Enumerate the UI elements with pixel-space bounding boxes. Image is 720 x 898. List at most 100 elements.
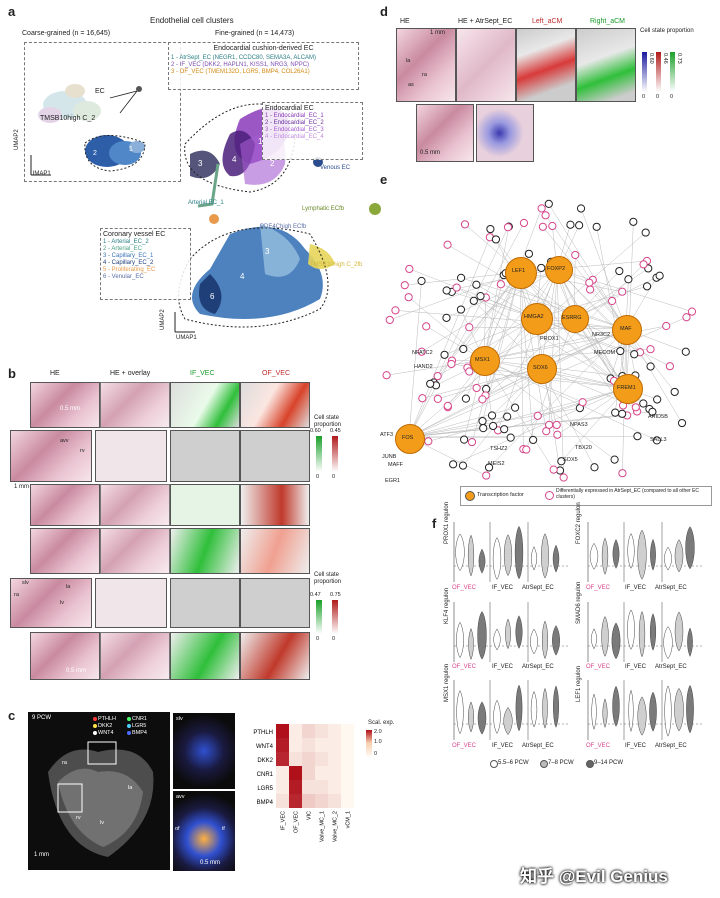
network-target-node <box>442 313 451 322</box>
e-lbl-mecom: MECOM <box>594 350 616 356</box>
network-target-node <box>426 379 435 388</box>
network-target-node <box>553 430 562 439</box>
endocardial-item-1: 1 - Endocardial_EC_1 <box>265 113 324 120</box>
network-target-node <box>519 218 529 228</box>
violin <box>514 525 524 580</box>
c-gene-cnr1: CNR1 <box>132 716 147 722</box>
network-edge <box>446 268 558 291</box>
network-edge <box>483 359 657 441</box>
network-edge <box>626 221 634 389</box>
network-target-node <box>417 347 426 356</box>
b-ofvec-zoom-d <box>240 632 310 680</box>
heatmap-cell <box>276 794 289 808</box>
network-target-node <box>629 217 638 226</box>
violin <box>602 698 608 729</box>
heatmap-cell <box>302 780 315 794</box>
network-target-node <box>571 250 580 260</box>
f-grp-as-6: AtrSept_EC <box>655 743 687 749</box>
violin <box>553 685 559 728</box>
c-anat-la: la <box>128 785 133 791</box>
c-heatmap-legend-2: 2.0 <box>374 729 382 735</box>
svg-text:1: 1 <box>129 146 133 153</box>
e-lbl-tbx20: TBX20 <box>575 445 592 451</box>
c-anat-if: if <box>222 826 225 832</box>
network-edge <box>556 268 564 478</box>
b-ofvec-overview-1 <box>240 430 310 482</box>
violin <box>515 615 523 649</box>
b-overlay-zoom-d <box>100 632 170 680</box>
network-target-node <box>537 204 546 213</box>
violin <box>455 533 465 572</box>
f-grp-if-1: IF_VEC <box>492 585 514 591</box>
coarse-umap-plot: 2 1 <box>30 84 146 176</box>
b-legend-rmax-2: 0.75 <box>330 592 341 598</box>
heatmap-cell <box>276 780 289 794</box>
b-legend-z2-1: 0 <box>332 474 336 480</box>
b-anat-rv: rv <box>80 448 85 454</box>
network-target-node <box>687 307 697 316</box>
f-grp-of-4: OF_VEC <box>586 664 611 670</box>
svg-text:6: 6 <box>210 292 215 301</box>
panel-c-label: c <box>8 708 16 723</box>
b-legend-title-1: Cell state proportion <box>314 415 342 428</box>
d-anat-ra: ra <box>422 72 427 78</box>
c-scale-1mm: 1 mm <box>34 852 49 858</box>
coronary-legend: Coronary vessel EC 1 - Arterial_EC_2 2 -… <box>100 228 191 300</box>
network-edge <box>408 436 511 438</box>
heatmap-cell <box>276 752 289 766</box>
network-target-node <box>461 394 471 403</box>
d-right-acm-image <box>576 28 636 102</box>
b-scale-05mm-a: 0.5 mm <box>60 406 81 412</box>
network-edge <box>408 237 491 438</box>
heatmap-row-label: WNT4 <box>256 744 274 750</box>
violin <box>530 628 538 655</box>
network-edge <box>408 280 422 438</box>
network-edge <box>483 359 615 460</box>
network-target-node <box>400 281 409 290</box>
f-grp-of-6: OF_VEC <box>586 743 611 749</box>
endocardial-item-2: 2 - Endocardial_EC_2 <box>265 119 324 126</box>
heatmap-cell <box>341 752 354 766</box>
c-heatmap-legend-0: 0 <box>374 751 378 757</box>
network-target-node <box>442 286 451 295</box>
heatmap-cell <box>315 766 328 780</box>
b-legend-gmax-2: 0.47 <box>310 592 321 598</box>
network-edge <box>408 328 627 438</box>
network-edge <box>408 416 508 438</box>
e-lbl-nfatc2: NFATC2 <box>412 350 433 356</box>
violin <box>542 687 548 729</box>
network-target-node <box>433 394 442 404</box>
violin <box>456 621 464 659</box>
f-ylabel-msx1: MSX1 regulon <box>444 663 450 702</box>
violin <box>649 691 657 732</box>
network-target-node <box>646 362 655 371</box>
c-dot-bmp4 <box>127 731 131 735</box>
violin <box>627 609 635 650</box>
c-anat-of: of <box>175 826 180 832</box>
b-legend-gmax-1: 0.60 <box>310 428 321 434</box>
c-pcw: 9 PCW <box>32 715 52 721</box>
b-ifvec-zoom-c <box>170 528 240 574</box>
network-edge <box>456 287 628 389</box>
watermark: 知乎 @Evil Genius <box>520 867 668 886</box>
network-target-node <box>472 383 481 393</box>
network-edge <box>573 268 649 319</box>
tf-node-esrrg <box>561 305 589 333</box>
violin <box>590 628 598 650</box>
network-edge <box>485 268 558 390</box>
network-edge <box>408 227 509 438</box>
d-overlay-zoom <box>476 104 534 162</box>
coarse-label: Coarse-grained (n = 16,645) <box>22 30 111 37</box>
network-edge <box>408 435 638 438</box>
violin <box>589 542 599 570</box>
c-anat-rv: rv <box>76 815 81 821</box>
d-legend-red <box>656 52 661 92</box>
d-legend-z3: 0 <box>670 94 674 100</box>
violin <box>503 707 513 736</box>
d-overlay-image <box>456 28 516 102</box>
network-edge <box>504 387 628 430</box>
d-anat-la: la <box>406 58 411 64</box>
network-target-node <box>607 296 617 306</box>
network-edge <box>465 271 521 399</box>
f-grp-if-4: IF_VEC <box>625 664 647 670</box>
